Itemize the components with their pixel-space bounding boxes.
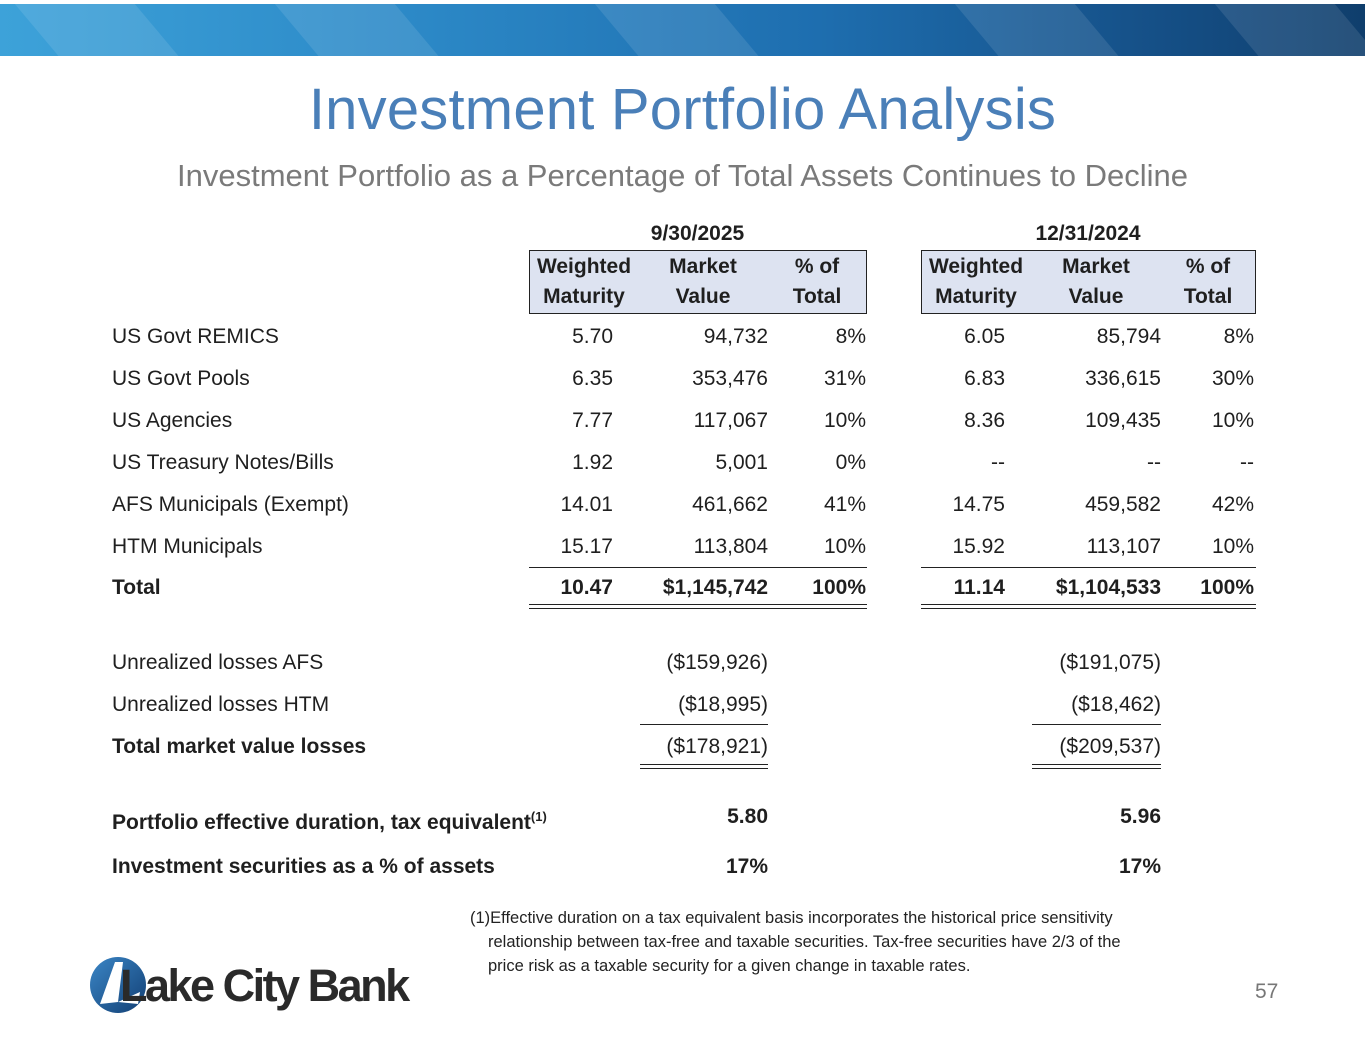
row-value: 5,001: [715, 451, 768, 474]
row-value: 1.92: [572, 451, 613, 474]
row-label: HTM Municipals: [112, 535, 263, 558]
row-value: 42%: [1211, 493, 1254, 516]
total-double-rule: [529, 604, 867, 609]
row-value: 6.83: [964, 367, 1005, 390]
row-value: 113,107: [1086, 535, 1161, 558]
securities-pct-value: 17%: [1118, 855, 1161, 878]
securities-pct-label: Investment securities as a % of assets: [112, 855, 495, 878]
row-value: 8%: [1223, 325, 1254, 348]
period-header-2: 12/31/2024: [1035, 222, 1141, 245]
row-value: 6.05: [964, 325, 1005, 348]
row-value: 10%: [823, 409, 866, 432]
losses-afs-value: ($159,926): [666, 651, 768, 674]
row-value: 353,476: [692, 367, 768, 390]
header-pct-total: % of Total: [792, 255, 842, 308]
row-value: --: [1147, 451, 1161, 474]
footnote: (1)Effective duration on a tax equivalen…: [470, 909, 1121, 975]
row-value: 14.75: [952, 493, 1005, 516]
page-title: Investment Portfolio Analysis: [308, 77, 1057, 142]
header-weighted-maturity: Weighted Maturity: [928, 255, 1024, 308]
header-banner: [0, 4, 1365, 56]
losses-rule: [640, 724, 768, 725]
row-value: 85,794: [1096, 325, 1161, 348]
duration-label: Portfolio effective duration, tax equiva…: [112, 809, 547, 834]
period-header-1: 9/30/2025: [650, 222, 745, 245]
row-value: 10%: [1211, 409, 1254, 432]
losses-double-rule: [640, 764, 768, 769]
header-market-value: Market Value: [1062, 255, 1130, 308]
losses-afs-value: ($191,075): [1059, 651, 1161, 674]
securities-pct-value: 17%: [725, 855, 768, 878]
header-market-value: Market Value: [669, 255, 737, 308]
losses-total-value: ($209,537): [1059, 735, 1161, 758]
row-value: 461,662: [692, 493, 768, 516]
row-value: 15.92: [952, 535, 1005, 558]
row-value: 0%: [835, 451, 866, 474]
total-value: $1,145,742: [662, 576, 768, 599]
losses-rule: [1032, 724, 1161, 725]
row-value: --: [991, 451, 1005, 474]
total-value: 11.14: [953, 576, 1005, 599]
row-value: 109,435: [1085, 409, 1161, 432]
column-header-box-2: [921, 250, 1256, 314]
page-subtitle: Investment Portfolio as a Percentage of …: [177, 158, 1188, 193]
losses-htm-label: Unrealized losses HTM: [112, 693, 330, 716]
total-value: 10.47: [560, 576, 613, 599]
row-value: 15.17: [560, 535, 613, 558]
row-label: US Govt REMICS: [112, 325, 279, 348]
total-label: Total: [112, 576, 161, 599]
row-value: 10%: [823, 535, 866, 558]
row-label: US Treasury Notes/Bills: [112, 451, 334, 474]
row-value: --: [1240, 451, 1254, 474]
header-weighted-maturity: Weighted Maturity: [536, 255, 632, 308]
bank-name: Lake City Bank: [120, 960, 410, 1011]
losses-total-label: Total market value losses: [112, 735, 367, 758]
column-header-box-1: [529, 250, 867, 314]
duration-value: 5.96: [1120, 805, 1161, 828]
losses-double-rule: [1032, 764, 1161, 769]
total-value: $1,104,533: [1055, 576, 1161, 599]
row-value: 30%: [1211, 367, 1254, 390]
total-rule-top: [529, 567, 867, 568]
losses-htm-value: ($18,995): [678, 693, 768, 716]
losses-afs-label: Unrealized losses AFS: [112, 651, 324, 674]
header-pct-total: % of Total: [1183, 255, 1233, 308]
footnote-ref: (1): [530, 809, 547, 824]
row-value: 8.36: [964, 409, 1005, 432]
row-value: 10%: [1211, 535, 1254, 558]
row-value: 8%: [835, 325, 866, 348]
row-value: 459,582: [1085, 493, 1161, 516]
bank-logo-icon: [90, 957, 146, 1013]
losses-total-value: ($178,921): [666, 735, 768, 758]
total-value: 100%: [812, 576, 866, 599]
page-number: 57: [1255, 980, 1279, 1003]
losses-htm-value: ($18,462): [1071, 693, 1161, 716]
row-label: AFS Municipals (Exempt): [112, 493, 349, 516]
row-value: 113,804: [693, 535, 768, 558]
row-value: 336,615: [1085, 367, 1161, 390]
total-rule-top: [921, 567, 1256, 568]
row-value: 5.70: [572, 325, 613, 348]
row-value: 41%: [823, 493, 866, 516]
total-double-rule: [921, 604, 1256, 609]
duration-value: 5.80: [727, 805, 768, 828]
row-label: US Agencies: [112, 409, 233, 432]
total-value: 100%: [1200, 576, 1254, 599]
row-label: US Govt Pools: [112, 367, 250, 390]
row-value: 117,067: [693, 409, 768, 432]
row-value: 14.01: [560, 493, 613, 516]
row-value: 6.35: [572, 367, 613, 390]
row-value: 7.77: [572, 409, 613, 432]
row-value: 31%: [823, 367, 866, 390]
row-value: 94,732: [703, 325, 768, 348]
